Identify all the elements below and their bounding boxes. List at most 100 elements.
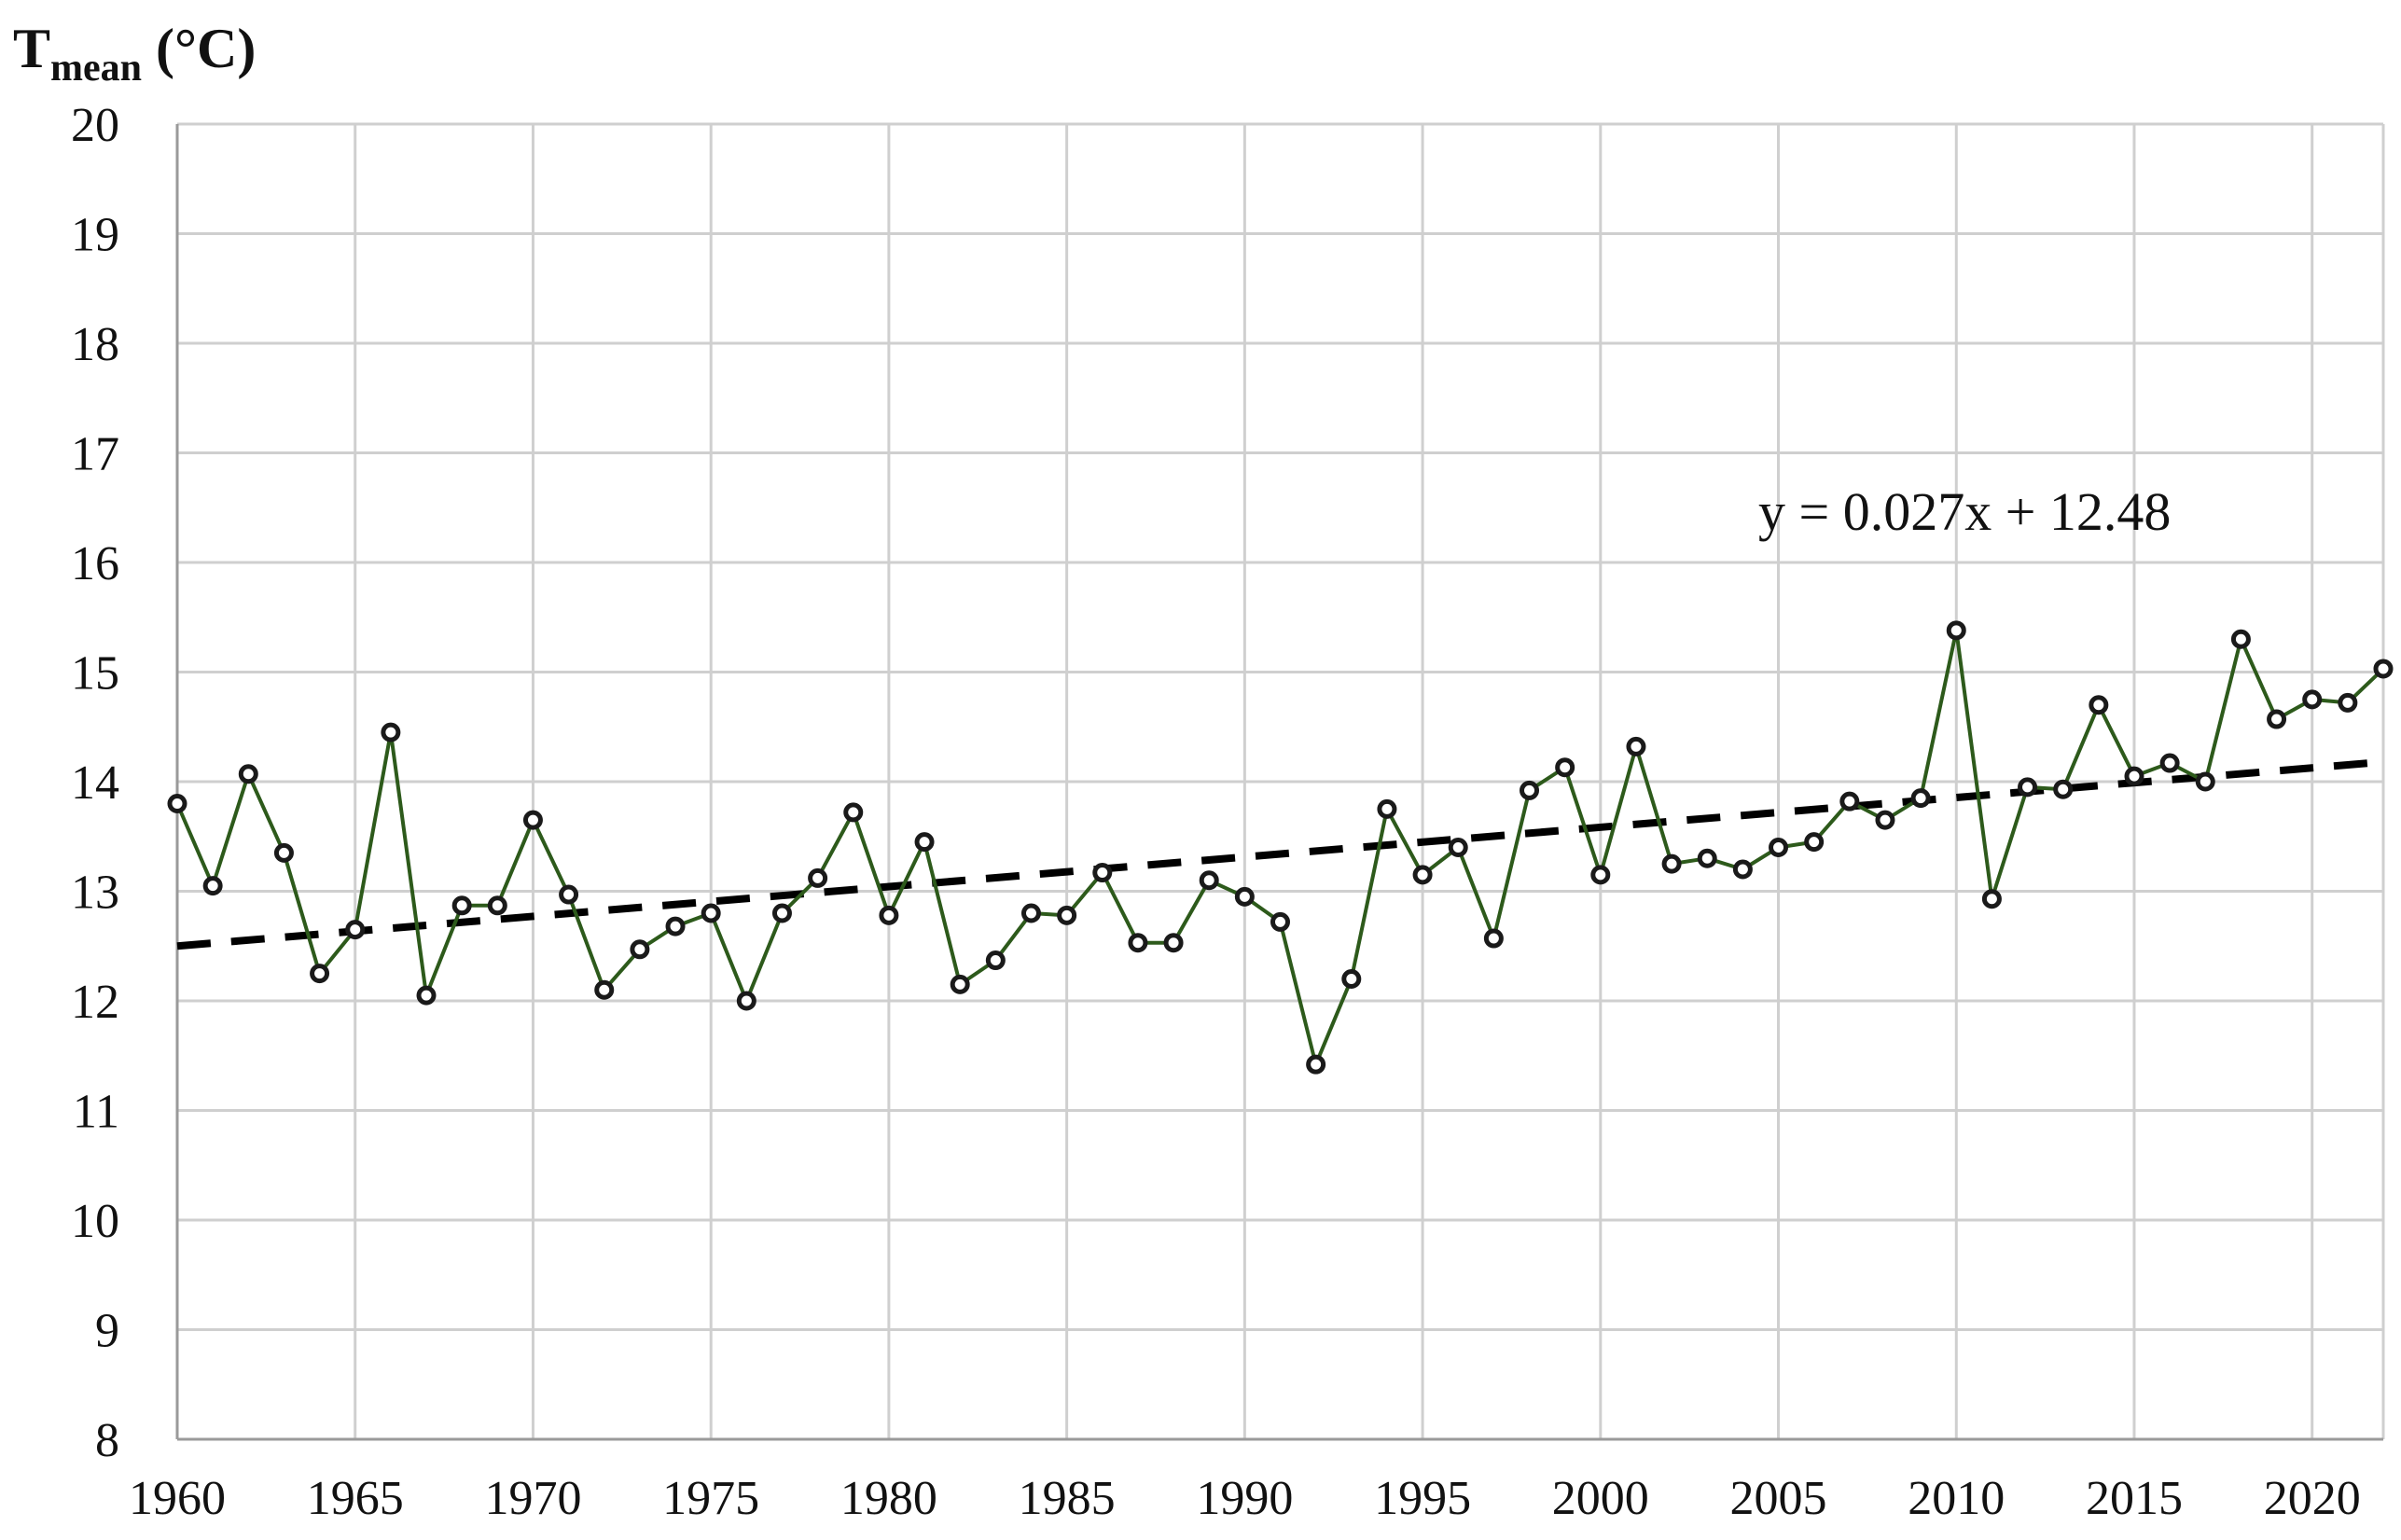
data-point: [1377, 798, 1397, 819]
y-tick-label: 20: [71, 99, 119, 152]
data-point: [2159, 753, 2180, 773]
data-point: [310, 964, 330, 984]
data-point: [2195, 771, 2215, 792]
data-point: [2267, 709, 2287, 729]
x-tick-label: 1975: [662, 1472, 759, 1525]
data-point: [594, 979, 615, 1000]
data-point: [522, 810, 543, 830]
data-point: [1341, 969, 1362, 989]
data-point: [1769, 838, 1789, 857]
data-point: [1448, 838, 1468, 857]
data-point: [736, 991, 756, 1011]
y-axis-label-subscript: mean: [50, 47, 142, 90]
axes: [175, 124, 2383, 1441]
y-tick-label: 11: [73, 1086, 119, 1139]
y-axis-label: Tmean (°C): [13, 18, 256, 90]
data-point: [1520, 780, 1540, 800]
data-point: [1234, 886, 1255, 907]
x-tick-label: 1960: [129, 1472, 226, 1525]
y-tick-label: 15: [71, 647, 119, 701]
data-point: [1626, 736, 1646, 756]
data-point: [1661, 853, 1682, 874]
data-point: [1057, 905, 1077, 925]
data-point: [559, 884, 579, 905]
data-point: [1163, 933, 1184, 953]
data-point: [1412, 865, 1433, 885]
data-point: [1020, 903, 1041, 923]
y-tick-label: 12: [71, 976, 119, 1029]
y-tick-label: 14: [71, 756, 119, 810]
y-tick-label: 19: [71, 209, 119, 262]
data-point: [771, 903, 792, 923]
data-point: [843, 802, 864, 823]
x-tick-label: 1970: [484, 1472, 581, 1525]
data-point: [1270, 911, 1290, 932]
grid: [175, 122, 2385, 1441]
x-tick-label: 2005: [1730, 1472, 1827, 1525]
data-point: [1981, 889, 2002, 909]
x-tick-label: 2020: [2264, 1472, 2361, 1525]
data-point: [1483, 928, 1504, 949]
data-point: [1306, 1054, 1326, 1075]
data-point: [451, 895, 472, 916]
data-point: [808, 867, 828, 888]
trendline-equation: y = 0.027x + 12.48: [1758, 481, 2171, 542]
trendline-group: [176, 757, 2384, 950]
data-point: [345, 920, 366, 940]
data-point: [950, 974, 970, 994]
data-point: [985, 950, 1006, 971]
data-point: [1092, 863, 1113, 883]
data-point: [665, 916, 686, 936]
data-point: [1875, 810, 1895, 830]
data-point: [1910, 788, 1931, 809]
x-tick-label: 2010: [1908, 1472, 2005, 1525]
data-point: [202, 876, 223, 896]
data-point: [914, 832, 935, 853]
y-axis-label-unit: (°C): [142, 18, 256, 79]
data-point: [2302, 689, 2323, 710]
data-point: [487, 895, 507, 916]
series-line: [175, 628, 2385, 1067]
y-tick-label: 8: [95, 1414, 119, 1467]
y-tick-label: 18: [71, 318, 119, 371]
data-point: [2053, 779, 2074, 799]
data-point: [2089, 695, 2109, 715]
data-point: [2373, 659, 2394, 679]
data-point: [381, 722, 401, 742]
data-point: [1590, 865, 1611, 885]
y-axis-label-main: T: [13, 18, 50, 79]
x-tick-labels: 1960 1965 1970 1975 1980 1985 1990 1995 2000 2005…: [129, 1472, 2361, 1525]
data-point: [416, 985, 437, 1006]
data-point: [1839, 791, 1860, 812]
x-tick-label: 1980: [840, 1472, 937, 1525]
series-group: [167, 620, 2394, 1075]
data-point: [2338, 692, 2358, 713]
data-point: [1128, 933, 1148, 953]
data-point: [1555, 757, 1575, 778]
data-point: [1804, 832, 1825, 853]
y-tick-label: 17: [71, 428, 119, 481]
data-point: [701, 903, 721, 923]
trendline: [176, 757, 2384, 950]
x-tick-label: 2015: [2086, 1472, 2183, 1525]
data-point: [238, 764, 258, 784]
x-tick-label: 2000: [1552, 1472, 1649, 1525]
x-tick-label: 1965: [307, 1472, 404, 1525]
data-point: [2124, 766, 2144, 786]
y-tick-label: 13: [71, 867, 119, 920]
y-tick-labels: 8 9 10 11 12 13 14 15 16 17 18 19 20: [71, 99, 119, 1467]
data-point: [1697, 848, 1717, 868]
data-point: [1732, 859, 1753, 880]
data-point: [2230, 629, 2251, 649]
data-point: [879, 905, 899, 925]
y-tick-label: 10: [71, 1195, 119, 1248]
x-tick-label: 1995: [1374, 1472, 1471, 1525]
y-tick-label: 16: [71, 537, 119, 590]
data-point: [167, 794, 187, 813]
x-tick-label: 1990: [1196, 1472, 1293, 1525]
data-point: [273, 842, 294, 863]
data-point: [1946, 620, 1966, 641]
y-tick-label: 9: [95, 1305, 119, 1358]
x-tick-label: 1985: [1019, 1472, 1116, 1525]
